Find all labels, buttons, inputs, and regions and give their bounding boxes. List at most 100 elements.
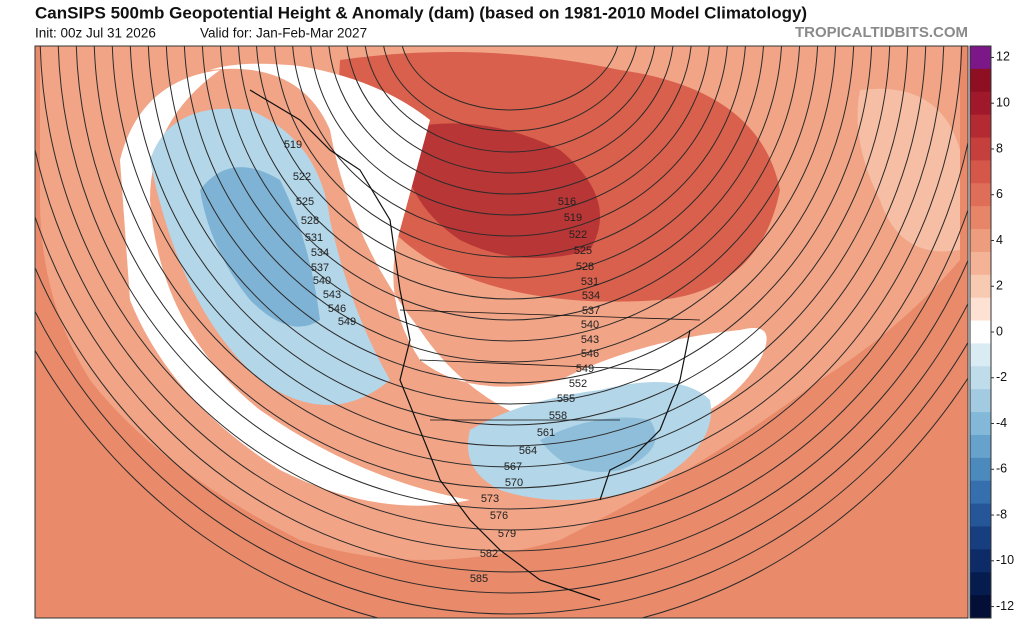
contour-label: 579 (498, 528, 516, 540)
colorbar-swatch (970, 503, 991, 527)
contour-label: 552 (569, 378, 587, 390)
contour-line (346, 46, 674, 174)
colorbar-tick-label: 2 (996, 279, 1003, 293)
colorbar-tick-label: 10 (996, 95, 1010, 109)
colorbar-swatch (970, 572, 991, 596)
contour-label: 585 (470, 573, 488, 585)
contour-label: 525 (574, 245, 592, 257)
colorbar-swatch (970, 160, 991, 184)
contour-line (364, 46, 656, 153)
contour-label: 543 (581, 334, 599, 346)
colorbar-swatch (970, 229, 991, 253)
colorbar-swatch (970, 595, 991, 619)
contour-label: 537 (582, 305, 600, 317)
contour-label: 528 (301, 215, 319, 227)
contour-line (292, 46, 728, 237)
colorbar-tick-label: -8 (996, 507, 1007, 521)
anomaly-area (857, 88, 960, 252)
colorbar-tick-label: 8 (996, 141, 1003, 155)
colorbar-swatch (970, 137, 991, 161)
colorbar-swatch (970, 526, 991, 550)
contour-line (165, 46, 855, 384)
contour-label: 534 (311, 247, 329, 259)
colorbar-tick-label: -4 (996, 416, 1007, 430)
colorbar-swatch (970, 274, 991, 299)
colorbar-swatch (970, 251, 991, 276)
contour-label: 567 (504, 461, 522, 473)
colorbar-tick-label: -6 (996, 462, 1007, 476)
contour-label: 564 (519, 445, 537, 457)
contour-line (238, 46, 782, 300)
contour-label: 531 (581, 276, 599, 288)
contour-line (35, 309, 968, 615)
contour-label: 576 (490, 510, 508, 522)
colorbar-swatch (970, 68, 991, 93)
map-frame (34, 45, 969, 619)
contour-line (35, 214, 968, 573)
contour-label: 540 (313, 275, 331, 287)
contour-label: 519 (564, 212, 582, 224)
anomaly-area (400, 123, 600, 258)
contour-label: 573 (481, 493, 499, 505)
contour-line (183, 46, 837, 363)
contour-label: 546 (328, 303, 346, 315)
colorbar-swatch (970, 297, 991, 322)
coastline (249, 89, 691, 601)
colorbar-tick-label: 6 (996, 187, 1003, 201)
colorbar-swatch (970, 206, 991, 230)
contour-label: 546 (581, 348, 599, 360)
contour-line (147, 46, 873, 405)
contour-label: 555 (557, 393, 575, 405)
contour-line (201, 46, 819, 342)
contour-line (57, 46, 963, 510)
contour-line (35, 146, 968, 552)
contour-label: 540 (581, 319, 599, 331)
colorbar-tick-label: 12 (996, 50, 1010, 64)
contour-label: 549 (338, 316, 356, 328)
colorbar-swatch (970, 549, 991, 573)
contour-label: 522 (569, 229, 587, 241)
contour-line (274, 46, 746, 258)
contour-label: 531 (305, 232, 323, 244)
contour-label: 528 (576, 261, 594, 273)
contour-label: 522 (293, 171, 311, 183)
contour-label: 516 (558, 196, 576, 208)
init-time: Init: 00z Jul 31 2026 (35, 26, 156, 41)
valid-time: Valid for: Jan-Feb-Mar 2027 (200, 26, 367, 41)
colorbar-tick-label: -10 (996, 553, 1014, 567)
colorbar-swatch (970, 343, 991, 367)
colorbar-swatch (970, 183, 991, 207)
colorbar: 12 10 8 6 4 2 0 -2 -4 -6 -8 -10 -12 (969, 45, 1014, 619)
contour-line (401, 46, 619, 111)
contour-label: 561 (537, 427, 555, 439)
colorbar-swatch (970, 114, 991, 139)
colorbar-tick-label: -12 (996, 599, 1014, 613)
contour-line (310, 46, 710, 216)
contour-line (328, 46, 692, 195)
contour-label: 534 (582, 290, 600, 302)
contour-label: 537 (311, 262, 329, 274)
contour-line (75, 46, 945, 489)
borders (399, 309, 701, 421)
contour-line (129, 46, 891, 426)
contour-line (93, 46, 927, 468)
title: CanSIPS 500mb Geopotential Height & Anom… (35, 3, 807, 22)
contour-label: 549 (576, 363, 594, 375)
contour-label-group: 5195225255285315345375405435465495165195… (284, 139, 600, 585)
colorbar-swatch (970, 412, 991, 436)
contour-label: 570 (505, 477, 523, 489)
anomaly-area (540, 417, 656, 472)
contour-line (111, 46, 909, 447)
colorbar-swatch (970, 480, 991, 505)
colorbar-swatch (970, 46, 991, 70)
contour-label: 543 (323, 289, 341, 301)
contour-line (256, 46, 764, 279)
colorbar-tick-label: -2 (996, 370, 1007, 384)
contour-line (383, 46, 637, 132)
contour-line (39, 46, 968, 531)
colorbar-swatch (970, 91, 991, 116)
